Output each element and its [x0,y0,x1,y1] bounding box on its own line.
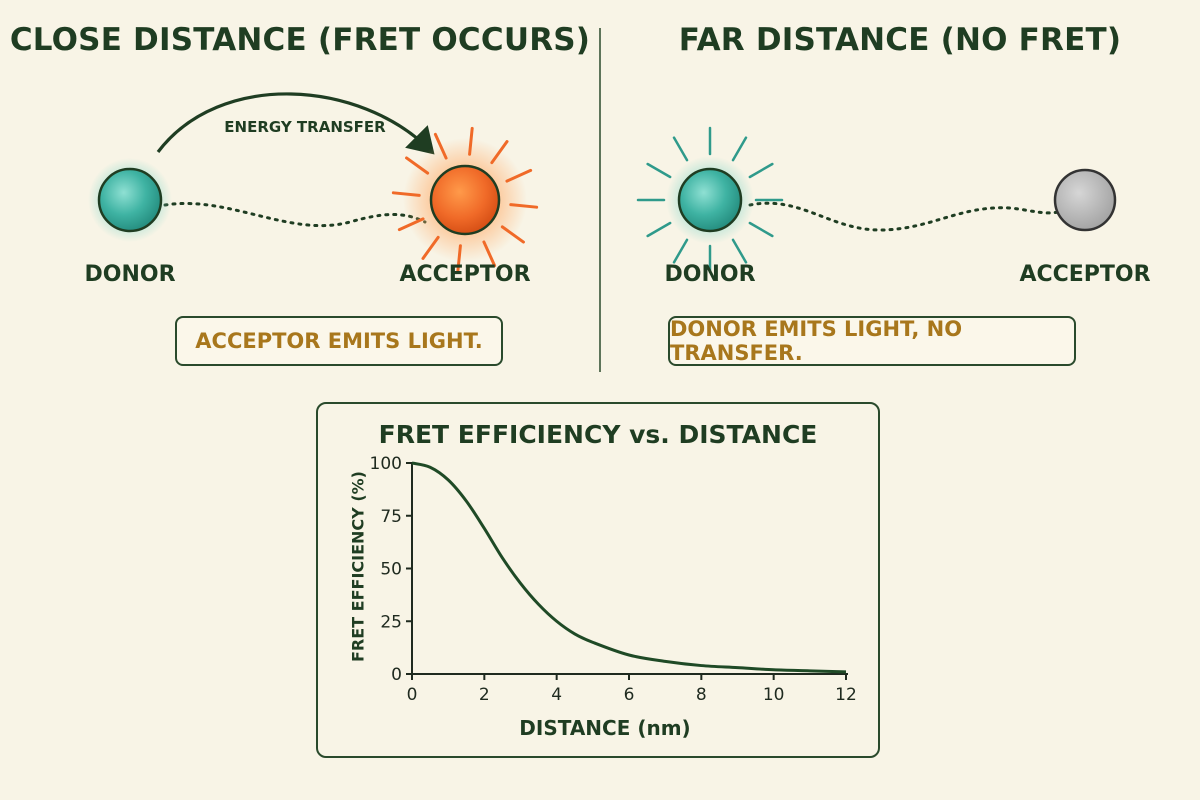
x-tick-label: 8 [696,685,707,705]
left-panel-title: CLOSE DISTANCE (FRET OCCURS) [9,22,591,58]
acceptor-molecule-left [429,164,501,236]
donor-ray [672,136,689,162]
donor-light-rays [636,126,784,274]
donor-ray [672,238,689,264]
donor-ray [646,162,672,179]
donor-ray [748,221,774,238]
acceptor-ray [433,132,448,160]
note-box-right: DONOR EMITS LIGHT, NO TRANSFER. [668,316,1076,366]
donor-ray [731,238,748,264]
chart-title: FRET EFFICIENCY vs. DISTANCE [378,420,818,449]
x-axis-label: DISTANCE (nm) [519,716,691,740]
acceptor-ray [456,244,462,274]
y-tick-label: 100 [370,454,402,474]
y-tick-label: 0 [391,665,402,685]
acceptor-ray [391,191,421,197]
acceptor-ray [397,217,425,232]
acceptor-label-left: ACCEPTOR [399,262,531,287]
donor-label-left: DONOR [84,262,176,287]
acceptor-ray [509,203,539,209]
y-tick-label: 50 [380,560,402,580]
acceptor-ray [505,168,533,183]
x-tick-label: 10 [763,685,785,705]
y-tick-label: 75 [380,507,402,527]
fret-efficiency-chart: 0 25 50 75 100 0 2 4 6 8 10 12 [370,454,857,705]
donor-ray [646,221,672,238]
donor-ray [748,162,774,179]
donor-molecule-right [677,167,743,233]
acceptor-light-rays [391,126,539,274]
acceptor-ray [468,126,474,156]
donor-molecule-left [97,167,163,233]
linker-left [163,202,427,228]
linker-right [748,201,1060,232]
donor-label-right: DONOR [664,262,756,287]
acceptor-ray [421,235,440,260]
chart-frame [316,402,880,758]
acceptor-ray [405,156,430,175]
acceptor-molecule-right [1053,168,1117,232]
x-tick-label: 4 [551,685,562,705]
acceptor-ray [500,225,525,244]
x-tick-label: 0 [407,685,418,705]
donor-ray [731,136,748,162]
right-panel-title: FAR DISTANCE (NO FRET) [678,22,1122,58]
acceptor-ray [490,140,509,165]
acceptor-label-right: ACCEPTOR [1019,262,1151,287]
note-box-left: ACCEPTOR EMITS LIGHT. [175,316,503,366]
acceptor-ray [482,240,497,268]
energy-transfer-label: ENERGY TRANSFER [224,118,386,136]
fret-efficiency-curve [411,461,847,674]
x-tick-label: 6 [624,685,635,705]
x-tick-label: 12 [835,685,857,705]
y-axis-label: FRET EFFICIENCY (%) [348,471,368,662]
y-tick-label: 25 [380,612,402,632]
energy-transfer-arrow [156,92,435,155]
x-tick-label: 2 [479,685,490,705]
